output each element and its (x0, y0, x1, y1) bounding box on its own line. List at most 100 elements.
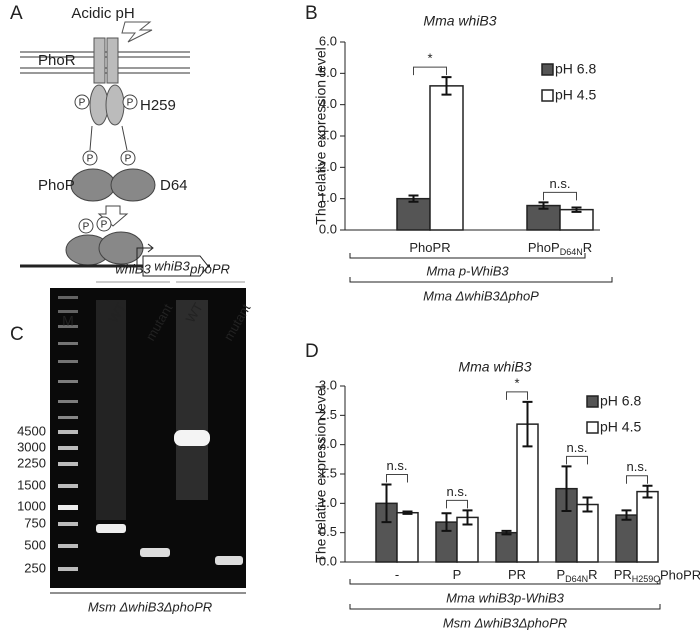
x-tick-label-part: PR (508, 567, 526, 582)
x-tick-label-part: D64N (565, 574, 588, 584)
site-label: H259 (140, 97, 176, 114)
phospho-circle (96, 216, 112, 232)
significance-bracket (446, 499, 468, 509)
ladder-label: 3000 (17, 439, 46, 454)
legend-swatch (541, 63, 554, 76)
smear (176, 300, 208, 500)
phospho-label: P (87, 154, 94, 165)
significance-label: n.s. (550, 176, 571, 191)
legend-swatch (586, 395, 599, 408)
group-bracket (349, 579, 661, 585)
phospho-circle (120, 150, 136, 166)
y-tick-label: 2.0 (319, 436, 337, 451)
error-bar (642, 484, 653, 499)
chart-title: Mma whiB3 (458, 359, 531, 375)
stimulus-label: Acidic pH (71, 5, 134, 22)
error-bar (522, 400, 533, 448)
phospho-circle (74, 94, 90, 110)
x-tick-label-part: R (583, 240, 592, 255)
phospho-circle (78, 218, 94, 234)
lightning (121, 21, 153, 43)
significance-bracket (386, 474, 408, 483)
phospho-label: P (83, 222, 90, 233)
legend-label: pH 4.5 (555, 87, 596, 103)
y-tick-label: 3.0 (319, 127, 337, 142)
error-bar (571, 206, 582, 213)
gel-group-label: whiB3 (115, 261, 151, 276)
y-tick-label: 1.5 (319, 465, 337, 480)
x-tick-label-part: R (588, 567, 597, 582)
error-bar (501, 529, 512, 536)
error-bar (462, 509, 473, 526)
phospho-circle (82, 150, 98, 166)
x-tick-label-part: H259Q (632, 574, 661, 584)
error-bar (402, 510, 413, 515)
bar (396, 197, 431, 231)
x-axis-label: PhoPR (660, 567, 700, 582)
bar (615, 514, 638, 563)
y-tick-label: 3.0 (319, 377, 337, 392)
bar (576, 503, 599, 563)
x-tick-label: PR (508, 567, 526, 582)
significance-bracket (626, 475, 648, 484)
y-tick-label: 5.0 (319, 65, 337, 80)
ladder-label: 750 (24, 515, 46, 530)
gene-box (142, 255, 209, 277)
ladder-label: 2250 (17, 455, 46, 470)
bar (396, 511, 419, 563)
x-tick-label: - (395, 567, 399, 582)
x-tick-label: PD64NR (556, 567, 597, 584)
x-tick-label-part: D64N (560, 247, 583, 257)
significance-label: n.s. (567, 440, 588, 455)
legend-label: pH 6.8 (600, 393, 641, 409)
panel-label: D (305, 341, 319, 362)
significance-label: * (427, 51, 432, 66)
y-axis-label: The relative expression level (313, 47, 329, 224)
x-tick-label-part: - (395, 567, 399, 582)
significance-bracket (506, 391, 528, 400)
bar (429, 85, 464, 231)
significance-bracket (413, 66, 447, 76)
y-tick-label: 6.0 (319, 33, 337, 48)
phor-domain (105, 84, 125, 126)
phospho-label: P (79, 98, 86, 109)
group-label: Mma ΔwhiB3ΔphoP (423, 288, 539, 303)
error-bar (538, 201, 549, 210)
group-label: Msm ΔwhiB3ΔphoPR (443, 615, 567, 630)
x-tick-label: PhoPD64NR (528, 240, 592, 257)
marker-label: M (62, 313, 74, 329)
pathway-diagram: Acidic pH PhoR H259 PhoP D64 (20, 5, 210, 277)
phospho-label: P (125, 154, 132, 165)
y-tick-label: 0.0 (319, 553, 337, 568)
group-label: Mma whiB3p-WhiB3 (446, 590, 565, 605)
significance-bracket (566, 455, 588, 465)
group-bracket (349, 253, 586, 259)
gel-caption: Msm ΔwhiB3ΔphoPR (88, 599, 212, 614)
chart-title: Mma whiB3 (423, 13, 496, 29)
group-bracket (349, 277, 613, 283)
error-bar (408, 194, 419, 203)
ladder-label: 1500 (17, 477, 46, 492)
band (140, 548, 170, 557)
site-label: D64 (160, 177, 188, 194)
regulator-label: PhoP (38, 177, 75, 194)
legend-label: pH 4.5 (600, 419, 641, 435)
gel-group-label: phoPR (189, 261, 230, 276)
group-label: Mma p-WhiB3 (426, 263, 509, 278)
y-tick-label: 0.0 (319, 221, 337, 236)
y-tick-label: 2.5 (319, 407, 337, 422)
x-tick-label-part: PhoPR (409, 240, 450, 255)
x-tick-label-part: PR (614, 567, 632, 582)
group-bracket (349, 604, 661, 610)
smear (96, 300, 126, 520)
ladder-label: 500 (24, 537, 46, 552)
promoter-arrow (136, 247, 152, 266)
error-bar (441, 76, 452, 96)
phor-domain (93, 37, 106, 84)
band (215, 556, 243, 565)
phop-domain (110, 168, 156, 202)
error-bar (561, 465, 572, 512)
significance-label: n.s. (627, 459, 648, 474)
